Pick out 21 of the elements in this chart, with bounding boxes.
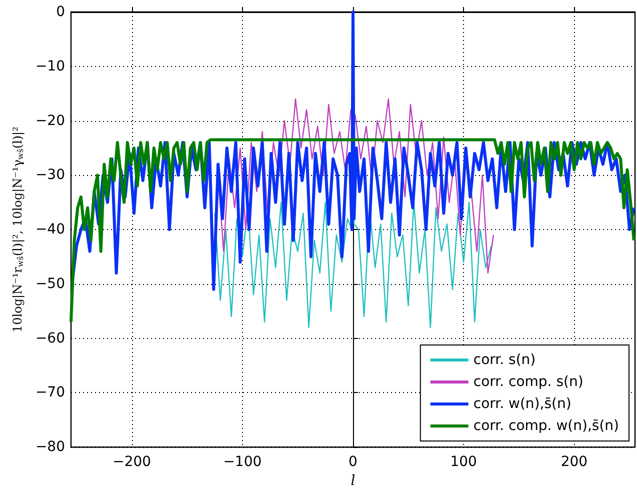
line-series (70, 138, 636, 324)
x-tick-label: 100 (450, 454, 477, 470)
x-tick-label: −200 (112, 454, 152, 470)
legend-label: corr. s(n) (473, 352, 536, 368)
y-tick-label: −60 (35, 330, 65, 346)
y-tick-label: −70 (35, 384, 65, 401)
y-tick-label: 0 (56, 4, 65, 20)
x-tick-label: 0 (348, 454, 358, 470)
x-axis-title: l (350, 473, 356, 489)
y-tick-label: −40 (35, 222, 65, 238)
legend-label: corr. comp. w(n),s̄(n) (473, 418, 620, 434)
x-tick-label: −100 (223, 454, 262, 470)
y-tick-label: −20 (35, 112, 65, 129)
y-axis-title: 10log|N⁻¹rws̄(l)|², 10log|N⁻¹γws̄(l)|² (10, 126, 26, 333)
y-tick-label: −10 (35, 58, 65, 74)
legend-label: corr. w(n),s̄(n) (473, 396, 572, 412)
x-tick-label: 200 (560, 454, 588, 470)
legend-label: corr. comp. s(n) (473, 374, 584, 390)
y-tick-label: −80 (35, 439, 65, 456)
y-tick-label: −30 (35, 167, 65, 184)
y-tick-label: −50 (35, 276, 65, 292)
